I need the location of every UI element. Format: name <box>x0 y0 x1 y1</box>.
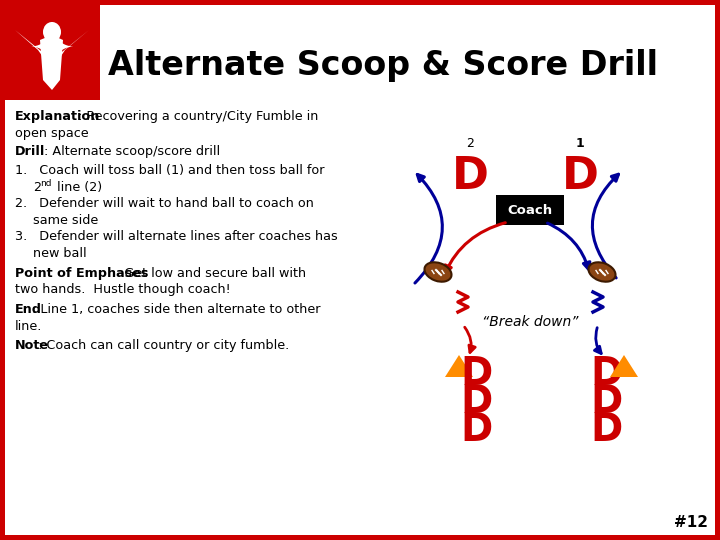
Text: new ball: new ball <box>33 247 86 260</box>
Polygon shape <box>40 35 63 90</box>
FancyArrowPatch shape <box>464 327 475 353</box>
FancyBboxPatch shape <box>5 5 100 100</box>
Text: Explanation: Explanation <box>15 110 100 123</box>
Polygon shape <box>15 30 89 70</box>
Text: D: D <box>591 355 623 393</box>
FancyArrowPatch shape <box>445 222 505 272</box>
Text: D: D <box>460 411 492 449</box>
Text: D: D <box>591 383 623 421</box>
Text: ✦: ✦ <box>29 25 76 79</box>
Ellipse shape <box>425 262 451 282</box>
Text: 3.   Defender will alternate lines after coaches has: 3. Defender will alternate lines after c… <box>15 231 338 244</box>
Text: End: End <box>15 303 42 316</box>
FancyBboxPatch shape <box>5 5 715 535</box>
Text: two hands.  Hustle though coach!: two hands. Hustle though coach! <box>15 284 230 296</box>
Text: “Break down”: “Break down” <box>482 315 578 329</box>
Text: Alternate Scoop & Score Drill: Alternate Scoop & Score Drill <box>108 49 658 82</box>
FancyBboxPatch shape <box>496 195 564 225</box>
Text: Point of Emphases: Point of Emphases <box>15 267 148 280</box>
Text: Note: Note <box>15 339 49 353</box>
Text: same side: same side <box>33 214 98 227</box>
Text: D: D <box>460 355 492 393</box>
Text: 1.   Coach will toss ball (1) and then toss ball for: 1. Coach will toss ball (1) and then tos… <box>15 165 325 178</box>
FancyArrowPatch shape <box>547 223 590 269</box>
Text: 2: 2 <box>466 137 474 150</box>
Text: D: D <box>451 155 488 198</box>
Text: D: D <box>460 383 492 421</box>
Text: : Coach can call country or city fumble.: : Coach can call country or city fumble. <box>38 339 289 353</box>
Text: D: D <box>562 155 598 198</box>
Text: 1: 1 <box>575 137 585 150</box>
Ellipse shape <box>43 22 61 42</box>
Polygon shape <box>610 355 638 377</box>
Text: line (2): line (2) <box>53 181 102 194</box>
Text: : Line 1, coaches side then alternate to other: : Line 1, coaches side then alternate to… <box>32 303 320 316</box>
FancyArrowPatch shape <box>415 174 442 283</box>
Ellipse shape <box>588 262 616 282</box>
Text: : Recovering a country/City Fumble in: : Recovering a country/City Fumble in <box>78 110 318 123</box>
Polygon shape <box>445 355 473 377</box>
Text: Coach: Coach <box>508 204 552 217</box>
FancyArrowPatch shape <box>595 328 601 354</box>
Text: Drill: Drill <box>15 145 45 158</box>
Text: : Alternate scoop/score drill: : Alternate scoop/score drill <box>43 145 220 158</box>
Text: #12: #12 <box>674 515 708 530</box>
Text: :  Get low and secure ball with: : Get low and secure ball with <box>112 267 306 280</box>
Text: 2: 2 <box>33 181 41 194</box>
Text: 2.   Defender will wait to hand ball to coach on: 2. Defender will wait to hand ball to co… <box>15 198 314 211</box>
FancyArrowPatch shape <box>593 174 618 278</box>
Text: line.: line. <box>15 320 42 333</box>
Text: open space: open space <box>15 126 89 139</box>
Text: D: D <box>591 411 623 449</box>
Text: nd: nd <box>40 179 52 188</box>
